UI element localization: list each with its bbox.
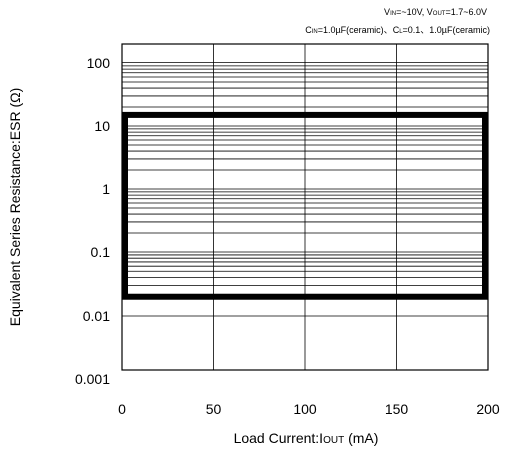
- x-tick-label: 150: [385, 401, 409, 417]
- y-tick-label: 100: [87, 55, 111, 71]
- x-tick-labels: 0 50 100 150 200: [118, 401, 500, 417]
- x-tick-label: 0: [118, 401, 126, 417]
- y-tick-label: 0.001: [75, 371, 110, 387]
- x-tick-label: 100: [293, 401, 317, 417]
- conditions-line-2: CIN=1.0µF(ceramic)、CL=0.1、1.0µF(ceramic): [305, 25, 490, 35]
- grid-lines: [122, 44, 488, 370]
- y-tick-labels: 0.001 0.01 0.1 1 10 100: [75, 55, 110, 387]
- y-tick-label: 0.1: [91, 244, 111, 260]
- x-tick-label: 50: [206, 401, 222, 417]
- x-tick-label: 200: [476, 401, 500, 417]
- y-axis-label: Equivalent Series Resistance:ESR (Ω): [7, 88, 23, 326]
- conditions-line-1: VIN=~10V, VOUT=1.7~6.0V: [384, 7, 487, 17]
- y-tick-label: 1: [102, 181, 110, 197]
- y-tick-label: 0.01: [83, 308, 110, 324]
- y-tick-label: 10: [94, 118, 110, 134]
- x-axis-label: Load Current:IOUT (mA): [234, 430, 379, 446]
- stable-region-box: [122, 111, 488, 300]
